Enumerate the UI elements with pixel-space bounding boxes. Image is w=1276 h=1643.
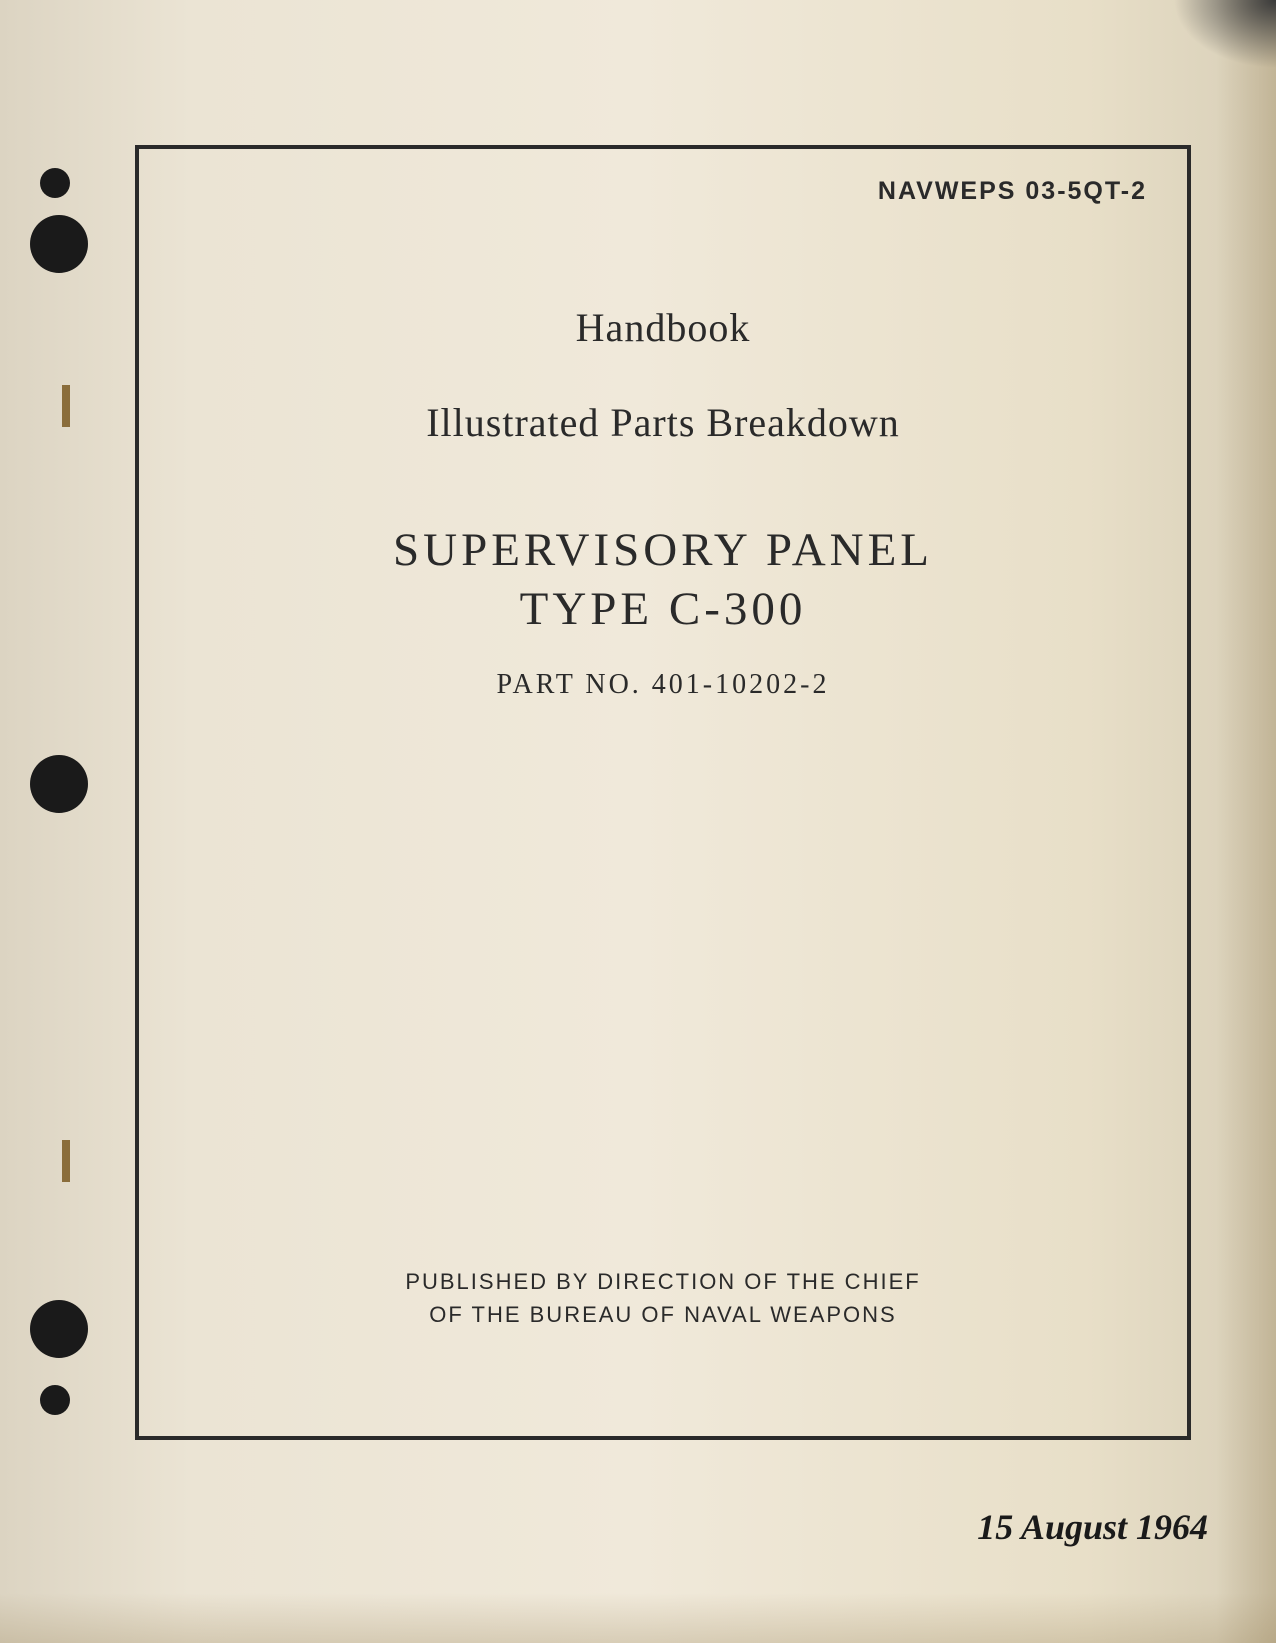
title-section: Handbook Illustrated Parts Breakdown SUP… xyxy=(139,304,1187,701)
main-title-line-1: SUPERVISORY PANEL xyxy=(139,521,1187,580)
document-number: NAVWEPS 03-5QT-2 xyxy=(878,177,1147,206)
punch-hole xyxy=(40,168,70,198)
aging-effect-bottom xyxy=(0,1593,1276,1643)
punch-hole xyxy=(30,755,88,813)
document-subtitle: Illustrated Parts Breakdown xyxy=(139,399,1187,446)
publication-date: 15 August 1964 xyxy=(977,1506,1208,1548)
part-number: PART NO. 401-10202-2 xyxy=(139,669,1187,701)
stain-corner xyxy=(1156,0,1276,80)
content-border-box: NAVWEPS 03-5QT-2 Handbook Illustrated Pa… xyxy=(135,145,1191,1440)
punch-hole xyxy=(30,215,88,273)
publisher-info: PUBLISHED BY DIRECTION OF THE CHIEF OF T… xyxy=(139,1265,1187,1331)
staple-mark xyxy=(62,385,70,427)
handbook-label: Handbook xyxy=(139,304,1187,351)
publisher-line-1: PUBLISHED BY DIRECTION OF THE CHIEF xyxy=(139,1265,1187,1298)
punch-hole xyxy=(30,1300,88,1358)
document-page: NAVWEPS 03-5QT-2 Handbook Illustrated Pa… xyxy=(0,0,1276,1643)
punch-hole xyxy=(40,1385,70,1415)
staple-mark xyxy=(62,1140,70,1182)
publisher-line-2: OF THE BUREAU OF NAVAL WEAPONS xyxy=(139,1298,1187,1331)
main-title: SUPERVISORY PANEL TYPE C-300 xyxy=(139,521,1187,639)
aging-effect-right xyxy=(1216,0,1276,1643)
main-title-line-2: TYPE C-300 xyxy=(139,580,1187,639)
